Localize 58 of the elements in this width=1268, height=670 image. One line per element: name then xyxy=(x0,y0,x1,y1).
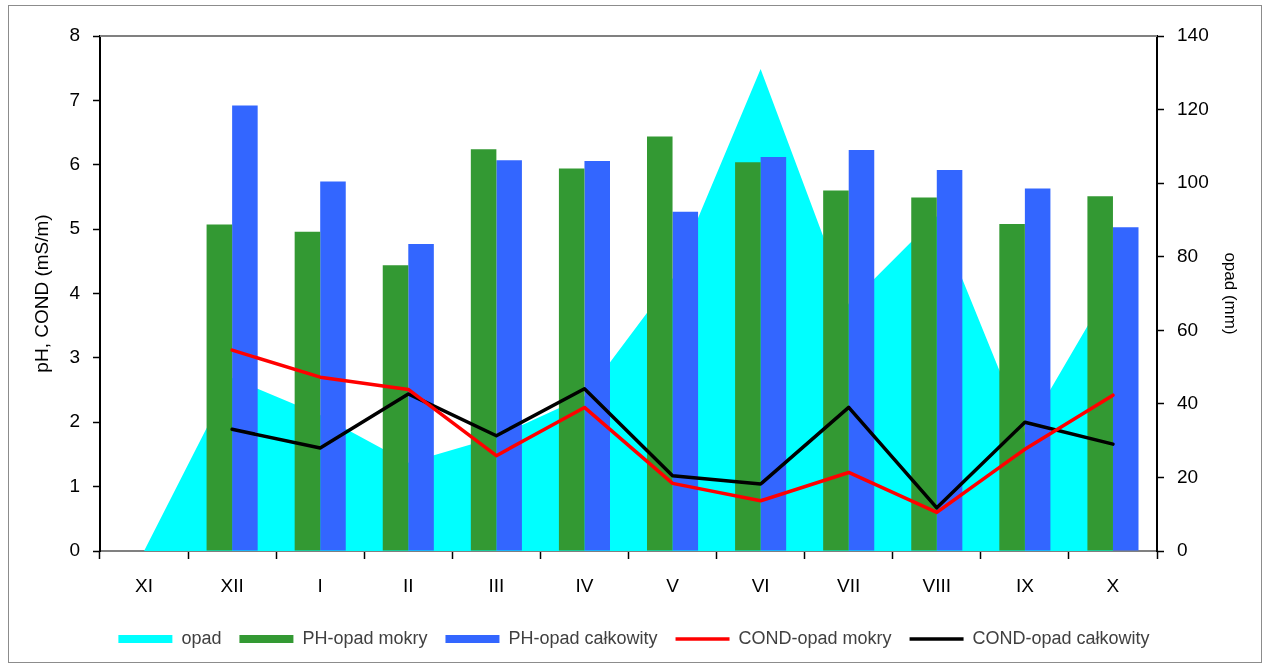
y2-axis-title: opad (mm) xyxy=(1221,252,1241,335)
x-tick-label: II xyxy=(403,574,414,596)
bar xyxy=(936,169,963,551)
legend-label: COND-opad mokry xyxy=(738,627,892,648)
bar xyxy=(735,162,761,551)
bar xyxy=(760,157,787,551)
y2-tick-label: 100 xyxy=(1177,171,1209,193)
y2-tick-label: 20 xyxy=(1177,465,1199,487)
bar xyxy=(470,149,497,551)
legend-label: COND-opad całkowity xyxy=(972,627,1150,648)
y-tick-label: 1 xyxy=(69,474,80,496)
y-tick-label: 5 xyxy=(69,217,80,239)
bar xyxy=(848,149,875,551)
x-tick-label: XI xyxy=(135,574,154,596)
y-tick-label: 8 xyxy=(69,24,80,46)
legend-label: PH-opad mokry xyxy=(302,627,428,648)
bar xyxy=(206,224,233,551)
x-tick-label: IX xyxy=(1015,574,1035,596)
legend-label: opad xyxy=(181,627,222,648)
bar xyxy=(911,197,937,551)
y-tick-label: 4 xyxy=(69,281,81,303)
y-tick-label: 3 xyxy=(69,346,80,368)
y2-tick-label: 60 xyxy=(1177,318,1199,340)
x-tick-label: I xyxy=(317,574,323,596)
y-tick-label: 7 xyxy=(69,88,80,110)
x-tick-label: VII xyxy=(837,574,861,596)
x-tick-label: III xyxy=(488,574,505,596)
bar xyxy=(382,265,409,551)
bar xyxy=(558,168,585,551)
x-tick-label: X xyxy=(1106,574,1120,596)
y-tick-label: 6 xyxy=(69,152,80,174)
bar xyxy=(647,136,673,551)
y2-tick-label: 120 xyxy=(1177,97,1209,119)
bar xyxy=(294,231,321,551)
y2-tick-label: 0 xyxy=(1177,539,1188,561)
y-axis-title: pH, COND (mS/m) xyxy=(30,214,52,373)
y2-tick-label: 80 xyxy=(1177,244,1199,266)
bar xyxy=(320,181,346,551)
bar xyxy=(408,243,434,551)
y2-tick-label: 140 xyxy=(1177,24,1209,46)
bar xyxy=(1087,196,1113,551)
x-tick-label: VI xyxy=(751,574,770,596)
bar xyxy=(1024,188,1051,551)
bar xyxy=(999,223,1025,551)
bar xyxy=(1112,227,1139,551)
y2-tick-label: 40 xyxy=(1177,392,1199,414)
bar xyxy=(672,211,699,551)
x-tick-label: XII xyxy=(220,574,244,596)
bar xyxy=(496,160,522,551)
y-tick-label: 2 xyxy=(69,410,80,432)
y-tick-label: 0 xyxy=(69,539,80,561)
bar xyxy=(823,190,849,551)
bar xyxy=(232,105,258,551)
bar xyxy=(584,160,610,551)
legend-label: PH-opad całkowity xyxy=(508,627,658,648)
x-tick-label: VIII xyxy=(922,574,952,596)
x-tick-label: IV xyxy=(575,574,594,596)
x-tick-label: V xyxy=(666,574,680,596)
